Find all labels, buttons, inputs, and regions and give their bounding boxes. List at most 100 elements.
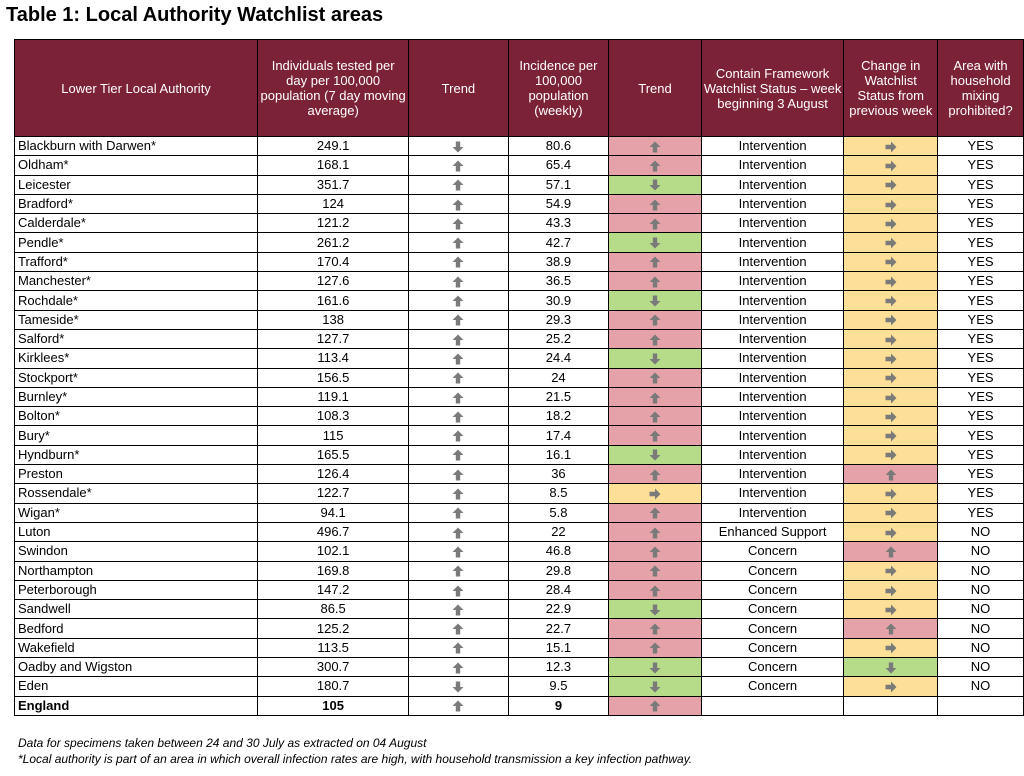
- table-row: Eden 180.7 9.5 Concern NO: [13, 676, 1024, 697]
- cell-la: Preston: [13, 464, 259, 485]
- cell-trend-tested: [408, 406, 509, 427]
- cell-mixing: NO: [937, 637, 1024, 659]
- cell-change: [843, 425, 939, 446]
- cell-la: Eden: [13, 676, 259, 697]
- arrow-up-icon: [649, 314, 661, 326]
- cell-trend-incidence: [608, 406, 702, 427]
- table-row: Sandwell 86.5 22.9 Concern NO: [13, 599, 1024, 620]
- cell-mixing: NO: [937, 541, 1024, 562]
- cell-tested: 168.1: [257, 155, 410, 176]
- arrow-up-icon: [452, 179, 464, 191]
- cell-trend-incidence: [608, 464, 702, 485]
- cell-status: Intervention: [700, 464, 845, 485]
- cell-mixing: YES: [937, 155, 1024, 176]
- cell-trend-incidence: [608, 521, 702, 543]
- cell-status: Concern: [700, 676, 845, 697]
- arrow-down-icon: [649, 449, 661, 461]
- arrow-right-icon: [885, 199, 897, 211]
- cell-incidence: 15.1: [507, 637, 610, 659]
- table-row: Stockport* 156.5 24 Intervention YES: [13, 367, 1024, 388]
- cell-status: Concern: [700, 599, 845, 620]
- table-row: Wigan* 94.1 5.8 Intervention YES: [13, 502, 1024, 523]
- arrow-right-icon: [885, 681, 897, 693]
- cell-la: Bedford: [13, 618, 259, 639]
- cell-trend-tested: [408, 425, 509, 446]
- cell-change: [843, 695, 939, 716]
- cell-mixing: YES: [937, 386, 1024, 408]
- cell-tested: 249.1: [257, 135, 410, 157]
- table-row: Bolton* 108.3 18.2 Intervention YES: [13, 406, 1024, 427]
- footnote-data-period: Data for specimens taken between 24 and …: [18, 736, 427, 750]
- arrow-down-icon: [649, 179, 661, 191]
- cell-tested: 86.5: [257, 599, 410, 620]
- arrow-up-icon: [452, 411, 464, 423]
- cell-incidence: 29.8: [507, 560, 610, 581]
- table-row: Bury* 115 17.4 Intervention YES: [13, 425, 1024, 446]
- cell-incidence: 18.2: [507, 406, 610, 427]
- cell-mixing: YES: [937, 425, 1024, 446]
- cell-la: Pendle*: [13, 232, 259, 253]
- table-row: Burnley* 119.1 21.5 Intervention YES: [13, 386, 1024, 408]
- cell-trend-tested: [408, 193, 509, 215]
- cell-trend-incidence: [608, 444, 702, 466]
- arrow-right-icon: [885, 430, 897, 442]
- table-row: Kirklees* 113.4 24.4 Intervention YES: [13, 348, 1024, 369]
- cell-incidence: 46.8: [507, 541, 610, 562]
- cell-change: [843, 676, 939, 697]
- arrow-down-icon: [649, 237, 661, 249]
- cell-tested: 496.7: [257, 521, 410, 543]
- cell-mixing: YES: [937, 328, 1024, 350]
- arrow-up-icon: [649, 546, 661, 558]
- table-row: Luton 496.7 22 Enhanced Support NO: [13, 521, 1024, 543]
- cell-la: Rossendale*: [13, 483, 259, 504]
- cell-tested: 119.1: [257, 386, 410, 408]
- cell-trend-tested: [408, 579, 509, 601]
- arrow-up-icon: [885, 469, 897, 481]
- table-row: Manchester* 127.6 36.5 Intervention YES: [13, 271, 1024, 292]
- table-row: Northampton 169.8 29.8 Concern NO: [13, 560, 1024, 581]
- arrow-right-icon: [885, 237, 897, 249]
- cell-tested: 161.6: [257, 290, 410, 311]
- cell-change: [843, 213, 939, 234]
- cell-tested: 169.8: [257, 560, 410, 581]
- arrow-up-icon: [452, 218, 464, 230]
- cell-status: Intervention: [700, 155, 845, 176]
- cell-la: Tameside*: [13, 309, 259, 330]
- cell-trend-incidence: [608, 348, 702, 369]
- table-row: Preston 126.4 36 Intervention YES: [13, 464, 1024, 485]
- cell-mixing: YES: [937, 251, 1024, 273]
- cell-la: Bolton*: [13, 406, 259, 427]
- table-row: Peterborough 147.2 28.4 Concern NO: [13, 579, 1024, 601]
- cell-status: Intervention: [700, 328, 845, 350]
- cell-status: Intervention: [700, 193, 845, 215]
- cell-incidence: 21.5: [507, 386, 610, 408]
- cell-trend-incidence: [608, 386, 702, 408]
- cell-change: [843, 444, 939, 466]
- cell-trend-incidence: [608, 174, 702, 195]
- cell-change: [843, 348, 939, 369]
- cell-change: [843, 464, 939, 485]
- arrow-up-icon: [885, 546, 897, 558]
- cell-trend-incidence: [608, 541, 702, 562]
- arrow-right-icon: [885, 507, 897, 519]
- cell-tested: 165.5: [257, 444, 410, 466]
- arrow-down-icon: [649, 662, 661, 674]
- cell-incidence: 24: [507, 367, 610, 388]
- cell-trend-incidence: [608, 155, 702, 176]
- cell-tested: 127.7: [257, 328, 410, 350]
- cell-trend-tested: [408, 483, 509, 504]
- arrow-up-icon: [649, 141, 661, 153]
- cell-incidence: 80.6: [507, 135, 610, 157]
- cell-mixing: YES: [937, 290, 1024, 311]
- cell-incidence: 9.5: [507, 676, 610, 697]
- cell-la: Trafford*: [13, 251, 259, 273]
- cell-trend-tested: [408, 290, 509, 311]
- cell-change: [843, 521, 939, 543]
- cell-trend-tested: [408, 464, 509, 485]
- arrow-right-icon: [885, 218, 897, 230]
- cell-trend-incidence: [608, 599, 702, 620]
- col-header-status: Contain Framework Watchlist Status – wee…: [700, 39, 845, 137]
- cell-status: Intervention: [700, 386, 845, 408]
- cell-trend-incidence: [608, 579, 702, 601]
- cell-change: [843, 502, 939, 523]
